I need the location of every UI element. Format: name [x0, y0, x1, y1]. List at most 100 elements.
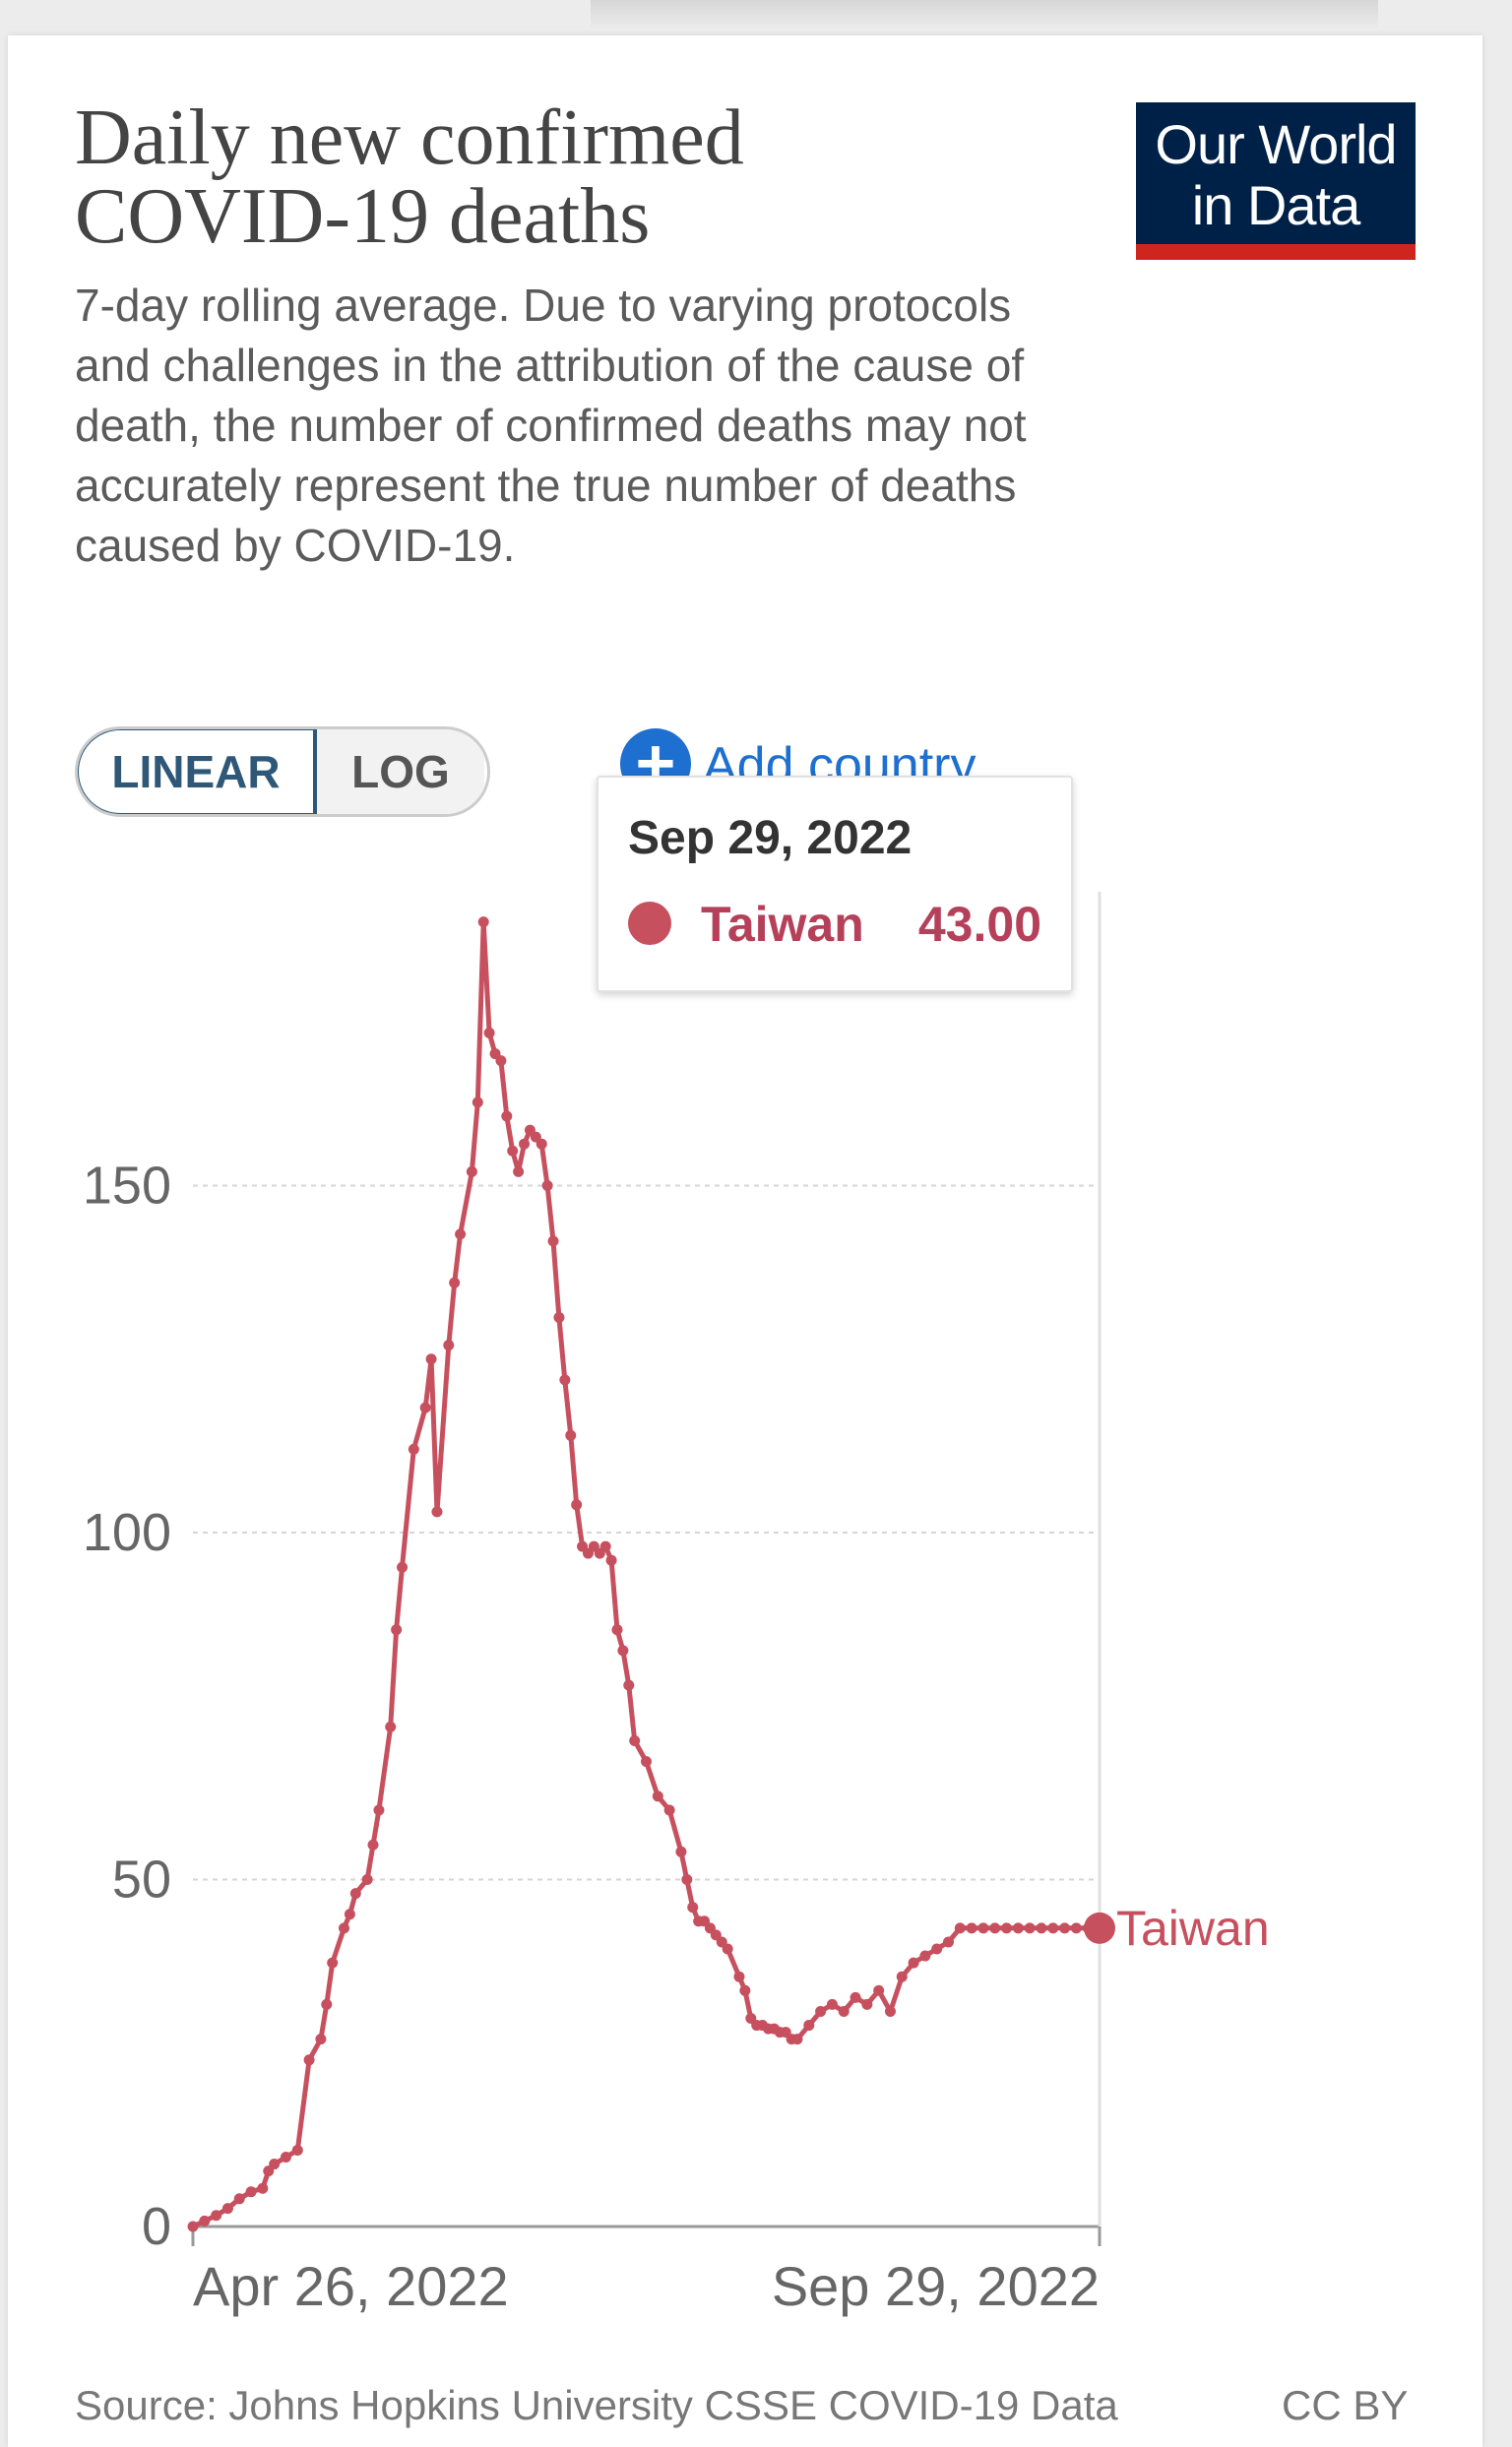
data-point — [303, 2054, 315, 2066]
data-point — [327, 1957, 339, 1969]
series-line-taiwan — [191, 919, 1100, 2229]
data-point — [663, 1804, 675, 1816]
data-point — [425, 1353, 437, 1365]
data-point — [349, 1888, 361, 1900]
data-point — [954, 1922, 966, 1934]
y-tick-label: 100 — [83, 1503, 171, 1562]
source-link[interactable]: Source: Johns Hopkins University CSSE CO… — [75, 2382, 1118, 2428]
data-point — [1070, 1922, 1082, 1934]
y-tick-label: 50 — [112, 1851, 171, 1910]
tooltip-value: 43.00 — [917, 897, 1041, 952]
data-point — [1047, 1922, 1059, 1934]
y-tick-label: 0 — [142, 2197, 171, 2256]
data-point — [838, 2005, 850, 2017]
data-point — [519, 1138, 531, 1150]
data-point — [791, 2034, 803, 2045]
data-point — [989, 1922, 1001, 1934]
data-point — [943, 1936, 954, 1948]
data-point — [367, 1839, 379, 1851]
data-point — [629, 1735, 641, 1746]
data-point — [507, 1145, 519, 1157]
data-point — [652, 1790, 663, 1802]
data-point — [211, 2210, 222, 2222]
data-point — [1059, 1922, 1071, 1934]
data-point — [483, 1027, 495, 1038]
data-point — [681, 1874, 693, 1885]
data-point — [873, 1984, 885, 1996]
tooltip-date: Sep 29, 2022 — [628, 812, 913, 864]
data-point — [187, 2221, 199, 2232]
series-layer[interactable] — [187, 916, 1116, 2232]
chart-card — [8, 35, 1482, 2447]
data-point — [675, 1846, 687, 1857]
grid-lines — [193, 1184, 1100, 1881]
data-point — [617, 1645, 629, 1657]
data-point — [826, 1998, 838, 2010]
data-point — [605, 1554, 617, 1566]
data-point — [571, 1499, 583, 1511]
tooltip: Sep 29, 2022 Taiwan 43.00 — [597, 776, 1073, 992]
data-point — [501, 1110, 513, 1122]
license-link[interactable]: CC BY — [1282, 2382, 1409, 2428]
data-point — [361, 1874, 373, 1885]
data-point — [733, 1971, 745, 1982]
data-point — [344, 1909, 355, 1920]
data-point — [884, 2005, 896, 2017]
x-tick-label: Apr 26, 2022 — [193, 2255, 509, 2317]
data-point — [455, 1228, 467, 1240]
data-point — [966, 1922, 977, 1934]
x-tick-label: Sep 29, 2022 — [772, 2255, 1100, 2317]
data-point — [472, 1097, 483, 1108]
log-scale-button[interactable]: LOG — [317, 729, 484, 814]
data-point — [1024, 1922, 1036, 1934]
data-point — [477, 916, 489, 928]
data-point — [391, 1624, 403, 1636]
data-point — [291, 2144, 303, 2156]
data-point — [315, 2034, 327, 2045]
data-point — [321, 1998, 333, 2010]
chart-subtitle: 7-day rolling average. Due to varying pr… — [75, 280, 1027, 571]
chart-title-line-2: COVID-19 deaths — [75, 173, 651, 260]
data-point — [641, 1756, 652, 1768]
data-point — [408, 1443, 419, 1455]
series-label-taiwan[interactable]: Taiwan — [1116, 1901, 1270, 1956]
data-point — [495, 1055, 507, 1067]
data-point — [280, 2152, 291, 2163]
data-point — [611, 1624, 623, 1636]
data-point — [269, 2159, 281, 2170]
data-point — [199, 2215, 211, 2227]
data-point — [373, 1804, 385, 1816]
data-point — [419, 1402, 431, 1413]
x-axis: Apr 26, 2022 Sep 29, 2022 — [191, 2225, 1102, 2317]
y-tick-label: 150 — [83, 1157, 171, 1216]
owid-logo[interactable]: Our World in Data — [1136, 102, 1416, 260]
linear-scale-button[interactable]: LINEAR — [78, 729, 317, 814]
logo-text-line-1: Our World — [1155, 113, 1397, 175]
data-point — [908, 1957, 919, 1969]
chart-title: Daily new confirmed COVID-19 deaths — [75, 98, 961, 256]
data-point — [466, 1165, 477, 1177]
data-point — [547, 1235, 559, 1247]
tooltip-country: Taiwan — [701, 897, 864, 952]
data-point — [850, 1991, 861, 2003]
data-point — [931, 1943, 943, 1955]
data-point — [599, 1540, 611, 1552]
data-point — [449, 1277, 461, 1288]
data-point — [233, 2193, 245, 2205]
data-point — [919, 1950, 931, 1962]
data-point — [443, 1340, 455, 1351]
series-end-point — [1084, 1912, 1115, 1944]
data-point — [513, 1165, 525, 1177]
data-point — [541, 1180, 553, 1191]
data-point — [739, 1984, 751, 1996]
data-point — [1012, 1922, 1024, 1934]
scale-toggle: LINEAR LOG — [75, 726, 490, 817]
data-point — [245, 2186, 257, 2198]
data-point — [431, 1506, 443, 1518]
data-point — [553, 1311, 565, 1323]
data-point — [803, 2020, 815, 2032]
chart-title-line-1: Daily new confirmed — [75, 94, 744, 181]
data-point — [1036, 1922, 1047, 1934]
data-point — [722, 1943, 733, 1955]
tooltip-series-dot — [628, 902, 671, 945]
